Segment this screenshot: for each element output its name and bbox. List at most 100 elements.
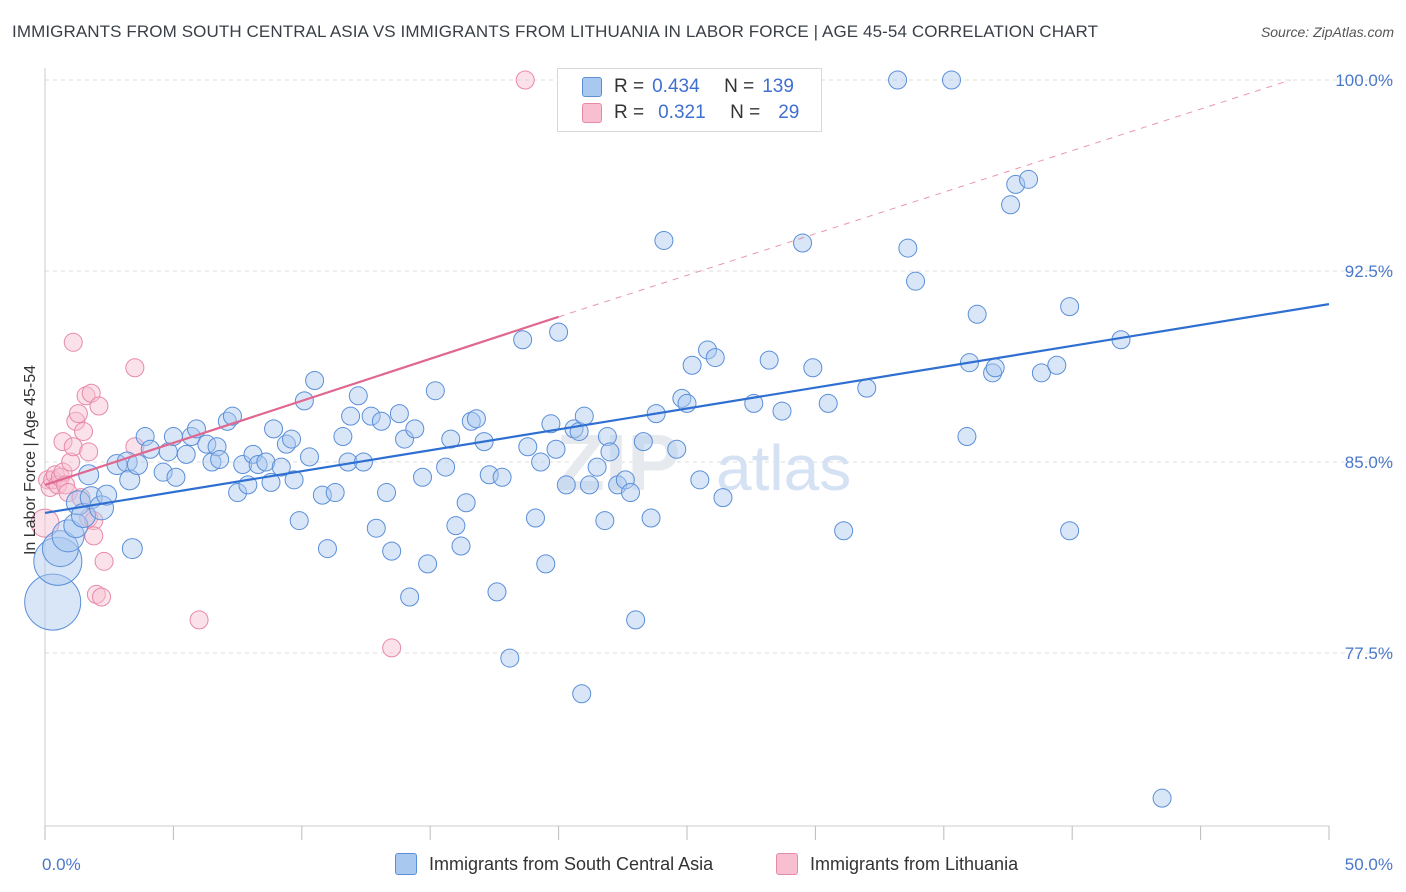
south-central-asia-point bbox=[626, 610, 646, 630]
south-central-asia-point bbox=[461, 411, 481, 431]
lithuania-point bbox=[86, 584, 106, 604]
south-central-asia-point bbox=[574, 406, 594, 426]
south-central-asia-point bbox=[425, 381, 445, 401]
y-tick-label: 85.0% bbox=[1345, 453, 1393, 472]
lithuania-point bbox=[61, 452, 81, 472]
south-central-asia-point bbox=[500, 648, 520, 668]
south-central-asia-point bbox=[641, 508, 661, 528]
south-central-asia-point bbox=[282, 429, 302, 449]
south-central-asia-point bbox=[834, 521, 854, 541]
south-central-asia-point bbox=[395, 429, 415, 449]
south-central-asia-point bbox=[222, 406, 242, 426]
south-central-asia-point bbox=[556, 475, 576, 495]
y-tick-label: 100.0% bbox=[1335, 71, 1393, 90]
south-central-asia-point bbox=[587, 457, 607, 477]
south-central-asia-point bbox=[153, 462, 173, 482]
x-tick-label: 50.0% bbox=[1345, 855, 1393, 874]
south-central-asia-point bbox=[1019, 169, 1039, 189]
south-central-asia-point bbox=[672, 388, 692, 408]
south-central-asia-point bbox=[333, 427, 353, 447]
grid-lines bbox=[45, 79, 1394, 654]
south-central-asia-point bbox=[412, 467, 432, 487]
chart-title: IMMIGRANTS FROM SOUTH CENTRAL ASIA VS IM… bbox=[12, 22, 1099, 41]
south-central-asia-point bbox=[985, 358, 1005, 378]
south-central-asia-point bbox=[248, 455, 268, 475]
lithuania-point bbox=[63, 332, 83, 352]
legend-r-label: R = bbox=[614, 102, 645, 123]
south-central-asia-point bbox=[633, 432, 653, 452]
south-central-asia-point bbox=[348, 386, 368, 406]
south-central-asia-point bbox=[317, 539, 337, 559]
lithuania-point bbox=[40, 477, 60, 497]
lithuania-point bbox=[63, 437, 83, 457]
legend-r-value-pink: 0.321 bbox=[658, 102, 706, 123]
south-central-asia-point bbox=[389, 404, 409, 424]
trend-line-lithuania bbox=[44, 315, 559, 486]
south-central-asia-point bbox=[595, 511, 615, 531]
y-axis-label: In Labor Force | Age 45-54 bbox=[22, 365, 39, 555]
lithuania-point bbox=[84, 511, 104, 531]
south-central-asia-point bbox=[487, 582, 507, 602]
lithuania-point bbox=[53, 432, 73, 452]
south-central-asia-point bbox=[207, 437, 227, 457]
lithuania-point bbox=[189, 610, 209, 630]
south-central-asia-point bbox=[325, 483, 345, 503]
south-central-asia-point bbox=[166, 467, 186, 487]
south-central-asia-point bbox=[135, 427, 155, 447]
south-central-asia-point bbox=[759, 350, 779, 370]
bottom-legend-label-pink: Immigrants from Lithuania bbox=[810, 853, 1019, 874]
south-central-asia-point bbox=[818, 393, 838, 413]
south-central-asia-point bbox=[63, 513, 89, 539]
legend-n-label: N = bbox=[724, 76, 755, 97]
south-central-asia-point bbox=[579, 475, 599, 495]
south-central-asia-point bbox=[549, 322, 569, 342]
south-central-asia-point bbox=[713, 488, 733, 508]
south-central-asia-point bbox=[690, 470, 710, 490]
legend-swatch-pink bbox=[582, 103, 602, 123]
south-central-asia-point bbox=[228, 483, 248, 503]
axes bbox=[44, 68, 1330, 840]
south-central-asia-point bbox=[898, 238, 918, 258]
lithuania-point bbox=[91, 587, 111, 607]
trend-line-south-central-asia bbox=[44, 303, 1330, 515]
south-central-asia-point bbox=[772, 401, 792, 421]
south-central-asia-point bbox=[983, 363, 1003, 383]
south-central-asia-point bbox=[525, 508, 545, 528]
south-central-asia-point bbox=[942, 70, 962, 90]
bottom-legend-blue: Immigrants from South Central Asia bbox=[395, 852, 713, 876]
south-central-asia-point bbox=[888, 70, 908, 90]
south-central-asia-point bbox=[1152, 788, 1172, 808]
legend-row-blue: R = 0.434 N = 139 bbox=[582, 75, 794, 99]
south-central-asia-point bbox=[667, 439, 687, 459]
south-central-asia-point bbox=[1006, 174, 1026, 194]
bottom-legend-label-blue: Immigrants from South Central Asia bbox=[429, 853, 714, 874]
series-lithuania-points bbox=[30, 70, 535, 658]
trend-extension-lithuania bbox=[558, 79, 1291, 318]
south-central-asia-point bbox=[210, 449, 230, 469]
bottom-legend-pink: Immigrants from Lithuania bbox=[776, 852, 1018, 876]
south-central-asia-point bbox=[456, 493, 476, 513]
lithuania-point bbox=[76, 386, 96, 406]
correlation-legend: R = 0.434 N = 139 R = 0.321 N = 29 bbox=[557, 68, 822, 132]
lithuania-point bbox=[48, 475, 68, 495]
south-central-asia-point bbox=[957, 427, 977, 447]
legend-r-label: R = bbox=[614, 76, 645, 97]
bottom-legend-swatch-blue bbox=[395, 853, 417, 875]
south-central-asia-point bbox=[793, 233, 813, 253]
series-south-central-asia-points bbox=[24, 70, 1172, 808]
south-central-asia-point bbox=[256, 452, 276, 472]
south-central-asia-point bbox=[621, 483, 641, 503]
south-central-asia-point bbox=[451, 536, 471, 556]
south-central-asia-point bbox=[1001, 195, 1021, 215]
legend-row-pink: R = 0.321 N = 29 bbox=[582, 101, 799, 125]
south-central-asia-point bbox=[492, 467, 512, 487]
bottom-legend-swatch-pink bbox=[776, 853, 798, 875]
south-central-asia-point bbox=[441, 429, 461, 449]
south-central-asia-point bbox=[600, 442, 620, 462]
south-central-asia-point bbox=[366, 518, 386, 538]
south-central-asia-point bbox=[289, 511, 309, 531]
lithuania-point bbox=[79, 442, 99, 462]
south-central-asia-point bbox=[541, 414, 561, 434]
south-central-asia-point bbox=[176, 444, 196, 464]
